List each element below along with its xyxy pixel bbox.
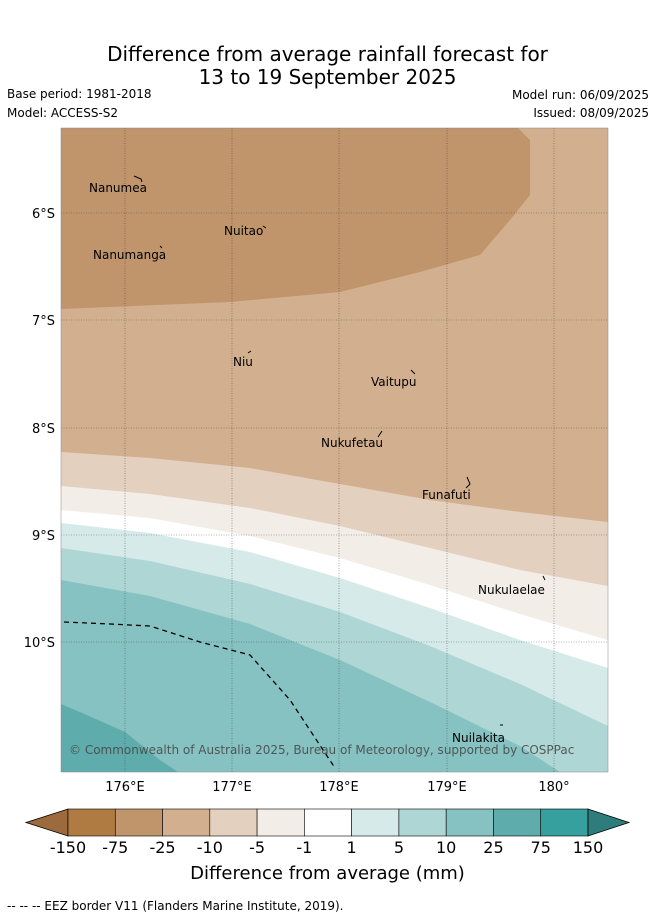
band-10-to-25 bbox=[61, 580, 560, 772]
colorbar-tick-label: -150 bbox=[49, 838, 87, 857]
island-nanumanga-mark bbox=[159, 245, 163, 249]
lat-label-10s: 10°S bbox=[24, 636, 55, 651]
issued-date: Issued: 08/09/2025 bbox=[533, 106, 649, 120]
lat-label-7s: 7°S bbox=[32, 314, 55, 329]
lat-label-8s: 8°S bbox=[32, 422, 55, 437]
colorbar-tick-label: 150 bbox=[572, 838, 604, 857]
island-niu-mark bbox=[247, 350, 252, 354]
base-period: Base period: 1981-2018 bbox=[7, 87, 152, 101]
colorbar-tick-label: -75 bbox=[102, 838, 129, 857]
colorbar-tick-label: -5 bbox=[249, 838, 266, 857]
place-label-funafuti: Funafuti bbox=[422, 488, 471, 502]
copyright-notice: © Commonwealth of Australia 2025, Bureau… bbox=[69, 743, 574, 757]
colorbar-segment bbox=[398, 808, 447, 837]
lon-label-180: 180° bbox=[538, 780, 569, 795]
colorbar-tick-label: 25 bbox=[483, 838, 504, 857]
map-title-line1: Difference from average rainfall forecas… bbox=[107, 42, 548, 66]
colorbar-segment bbox=[256, 808, 305, 837]
island-nukulaelae-mark bbox=[542, 575, 546, 581]
map-gridlines bbox=[61, 128, 608, 772]
place-label-nukulaelae: Nukulaelae bbox=[478, 583, 545, 597]
lon-label-176e: 176°E bbox=[105, 780, 145, 795]
lon-label-177e: 177°E bbox=[212, 780, 252, 795]
eez-border bbox=[63, 621, 336, 769]
place-label-niu: Niu bbox=[233, 355, 253, 369]
model-name: Model: ACCESS-S2 bbox=[7, 106, 119, 120]
colorbar-segment bbox=[351, 808, 400, 837]
rainfall-contours bbox=[61, 128, 608, 772]
place-label-nuitao: Nuitao bbox=[224, 224, 263, 238]
colorbar-segment bbox=[304, 808, 352, 837]
island-markers bbox=[133, 175, 546, 726]
lon-label-178e: 178°E bbox=[319, 780, 359, 795]
colorbar-tick-label: -25 bbox=[149, 838, 176, 857]
colorbar-extend-high bbox=[587, 808, 631, 837]
model-run: Model run: 06/09/2025 bbox=[511, 88, 649, 102]
island-nukufetau-mark bbox=[377, 430, 383, 438]
colorbar-tick-label: 5 bbox=[393, 838, 404, 857]
place-label-nuilakita: Nuilakita bbox=[452, 731, 505, 745]
lon-label-179e: 179°E bbox=[427, 780, 467, 795]
colorbar-segment bbox=[493, 808, 542, 837]
island-nuitao-mark bbox=[262, 225, 267, 229]
colorbar-segment bbox=[67, 808, 116, 837]
place-label-nanumanga: Nanumanga bbox=[93, 248, 166, 262]
colorbar-tick-label: 1 bbox=[346, 838, 357, 857]
place-label-nanumea: Nanumea bbox=[89, 181, 147, 195]
colorbar-segment bbox=[540, 808, 589, 837]
eez-legend-note: -- -- -- EEZ border V11 (Flanders Marine… bbox=[7, 899, 344, 913]
lat-label-9s: 9°S bbox=[32, 529, 55, 544]
island-nanumea-mark bbox=[133, 175, 143, 183]
colorbar bbox=[24, 808, 631, 837]
band-minus-75-to-minus-25 bbox=[61, 128, 530, 309]
colorbar-tick-label: 75 bbox=[530, 838, 551, 857]
colorbar-segment bbox=[114, 808, 163, 837]
place-label-nukufetau: Nukufetau bbox=[321, 436, 383, 450]
colorbar-tick-label: -1 bbox=[296, 838, 313, 857]
colorbar-segment bbox=[209, 808, 258, 837]
colorbar-segment bbox=[162, 808, 211, 837]
map-title-line2: 13 to 19 September 2025 bbox=[198, 65, 457, 89]
island-funafuti-mark bbox=[465, 476, 471, 489]
colorbar-tick-label: 10 bbox=[435, 838, 457, 857]
colorbar-title: Difference from average (mm) bbox=[190, 863, 465, 884]
place-label-vaitupu: Vaitupu bbox=[371, 375, 417, 389]
band-25-to-75 bbox=[61, 704, 178, 772]
colorbar-tick-label: -10 bbox=[196, 838, 223, 857]
colorbar-extend-low bbox=[24, 808, 69, 837]
lat-label-6s: 6°S bbox=[32, 207, 55, 222]
colorbar-segment bbox=[445, 808, 494, 837]
island-vaitupu-mark bbox=[410, 369, 416, 375]
